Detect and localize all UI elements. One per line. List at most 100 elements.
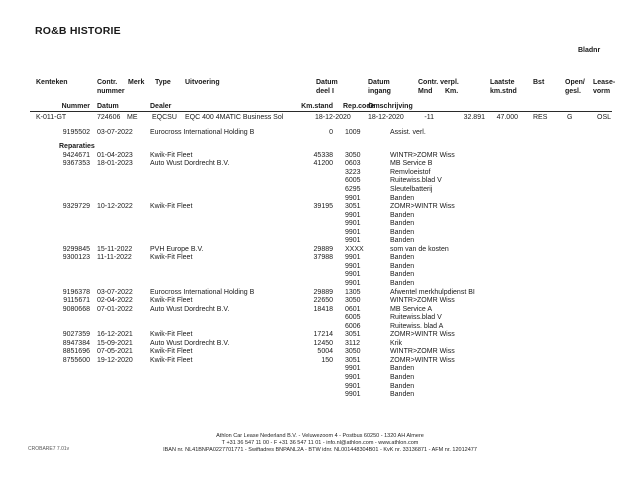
repair-datum: 18-01-2023 <box>97 160 133 168</box>
assist-omschrijving: Assist. verl. <box>390 129 426 136</box>
contract-open-gesl: G <box>567 114 573 121</box>
repair-omschrijving: Banden <box>390 194 415 202</box>
contract-nummer: 724606 <box>97 114 121 121</box>
contract-kenteken: K-011-GT <box>36 114 67 121</box>
report-version-label: CROBARE7 7.01v <box>28 446 70 452</box>
repair-omschrijving: ZOMR>WINTR Wiss <box>390 203 455 211</box>
repair-datum: 01-04-2023 <box>97 151 133 159</box>
repair-line: 9329729 10-12-2022 Kwik-Fit Fleet 39195 … <box>0 202 640 211</box>
contract-bst: RES <box>533 114 548 121</box>
repair-line: 9901 Banden <box>0 262 640 271</box>
contract-merk: ME <box>127 114 138 121</box>
repair-rep-code: 9901 <box>345 262 361 270</box>
repair-rep-code: 9901 <box>345 279 361 287</box>
repair-datum: 07-05-2021 <box>97 348 133 356</box>
footer-contact-line: T +31 36 547 11 00 - F +31 36 547 11 01 … <box>221 440 419 446</box>
repair-list: 9424671 01-04-2023 Kwik-Fit Fleet 45338 … <box>0 151 640 399</box>
repair-dealer: Auto Wust Dordrecht B.V. <box>150 160 230 168</box>
repair-rep-code: 0601 <box>345 305 361 313</box>
repair-datum: 07-01-2022 <box>97 305 133 313</box>
col-header-contr-verpl: Contr. verpl. <box>418 79 459 86</box>
repair-dealer: Auto Wust Dordrecht B.V. <box>150 339 230 347</box>
repair-omschrijving: Banden <box>390 391 415 399</box>
col-header-gesl: gesl. <box>565 88 581 95</box>
repair-km-stand: 150 <box>321 356 333 364</box>
repair-dealer: Kwik-Fit Fleet <box>150 203 193 211</box>
repair-km-stand: 29889 <box>313 245 333 253</box>
repair-km-stand: 17214 <box>313 331 333 339</box>
contract-datum-ingang: 18-12-2020 <box>368 114 404 121</box>
repair-line: 9080668 07-01-2022 Auto Wust Dordrecht B… <box>0 305 640 314</box>
repair-rep-code: 6005 <box>345 314 361 322</box>
repair-omschrijving: MB Service B <box>390 160 433 168</box>
repair-km-stand: 22650 <box>313 297 333 305</box>
contract-verpl-mnd: -11 <box>424 114 434 121</box>
repair-omschrijving: WINTR>ZOMR Wiss <box>390 151 455 159</box>
repair-rep-code: 9901 <box>345 228 361 236</box>
col-header-bst: Bst <box>533 79 545 86</box>
repair-omschrijving: Afwentel merkhulpdienst BI <box>390 288 475 296</box>
repair-line: 9115671 02-04-2022 Kwik-Fit Fleet 22650 … <box>0 296 640 305</box>
repair-omschrijving: Banden <box>390 279 415 287</box>
repair-nummer: 9027359 <box>62 331 90 339</box>
repair-omschrijving: Banden <box>390 211 415 219</box>
footer-registry-line: IBAN nr. NL41BNPA0227701771 - Swiftadres… <box>163 447 477 453</box>
repair-line: 9367353 18-01-2023 Auto Wust Dordrecht B… <box>0 160 640 169</box>
repair-km-stand: 39195 <box>313 203 333 211</box>
repair-line: 9027359 16-12-2021 Kwik-Fit Fleet 17214 … <box>0 330 640 339</box>
repair-nummer: 9299845 <box>62 245 90 253</box>
col-header-uitvoering: Uitvoering <box>185 79 220 86</box>
repair-datum: 10-12-2022 <box>97 203 133 211</box>
repair-dealer: Eurocross International Holding B <box>150 288 255 296</box>
col-header-mnd: Mnd <box>418 88 433 95</box>
repair-rep-code: 9901 <box>345 211 361 219</box>
repair-dealer: Kwik-Fit Fleet <box>150 348 193 356</box>
repair-line: 9901 Banden <box>0 219 640 228</box>
repair-omschrijving: Banden <box>390 237 415 245</box>
repair-dealer: PVH Europe B.V. <box>150 245 204 253</box>
repair-line: 9424671 01-04-2023 Kwik-Fit Fleet 45338 … <box>0 151 640 160</box>
repair-rep-code: 3051 <box>345 331 361 339</box>
col-header-lease: Lease- <box>593 79 616 86</box>
repair-rep-code: 6006 <box>345 322 361 330</box>
repair-line: 9299845 15-11-2022 PVH Europe B.V. 29889… <box>0 245 640 254</box>
col-header-contr: Contr. <box>97 79 118 86</box>
repair-dealer: Kwik-Fit Fleet <box>150 356 193 364</box>
repair-omschrijving: Banden <box>390 382 415 390</box>
col-header-nummer: Nummer <box>61 103 90 110</box>
repair-line: 8755600 19-12-2020 Kwik-Fit Fleet 150 30… <box>0 356 640 365</box>
repair-line: 6005 Ruitewiss.blad V <box>0 313 640 322</box>
repair-omschrijving: Sleutelbatterij <box>390 185 433 193</box>
repair-datum: 02-04-2022 <box>97 297 133 305</box>
assist-km-stand: 0 <box>329 129 333 136</box>
col-header-vorm: vorm <box>593 88 611 95</box>
repair-omschrijving: Ruitewiss.blad V <box>390 314 442 322</box>
col-header-datum-ingang: Datum <box>368 79 390 86</box>
repair-line: 8851696 07-05-2021 Kwik-Fit Fleet 5004 3… <box>0 348 640 357</box>
repair-line: 9196378 03-07-2022 Eurocross Internation… <box>0 288 640 297</box>
repair-rep-code: 9901 <box>345 220 361 228</box>
repair-rep-code: 3051 <box>345 203 361 211</box>
repair-km-stand: 18418 <box>313 305 333 313</box>
header-divider <box>30 111 612 112</box>
repair-omschrijving: som van de kosten <box>390 245 449 253</box>
repair-rep-code: 3223 <box>345 168 361 176</box>
repair-omschrijving: Banden <box>390 365 415 373</box>
repair-line: 9901 Banden <box>0 228 640 237</box>
repair-rep-code: 9901 <box>345 391 361 399</box>
repair-rep-code: 0603 <box>345 160 361 168</box>
contract-datum-deel-1: 18-12-2020 <box>315 114 351 121</box>
repair-km-stand: 12450 <box>313 339 333 347</box>
repair-rep-code: 1305 <box>345 288 361 296</box>
repair-nummer: 9196378 <box>62 288 90 296</box>
repair-line: 9901 Banden <box>0 236 640 245</box>
repair-line: 9901 Banden <box>0 279 640 288</box>
repair-line: 6006 Ruitewiss. blad A <box>0 322 640 331</box>
col-header-type: Type <box>155 79 171 86</box>
repair-line: 9901 Banden <box>0 194 640 203</box>
repair-line: 3223 Remvloeistof <box>0 168 640 177</box>
repair-km-stand: 29889 <box>313 288 333 296</box>
repair-rep-code: 9901 <box>345 237 361 245</box>
col-header-datum-ingang-2: ingang <box>368 88 391 95</box>
